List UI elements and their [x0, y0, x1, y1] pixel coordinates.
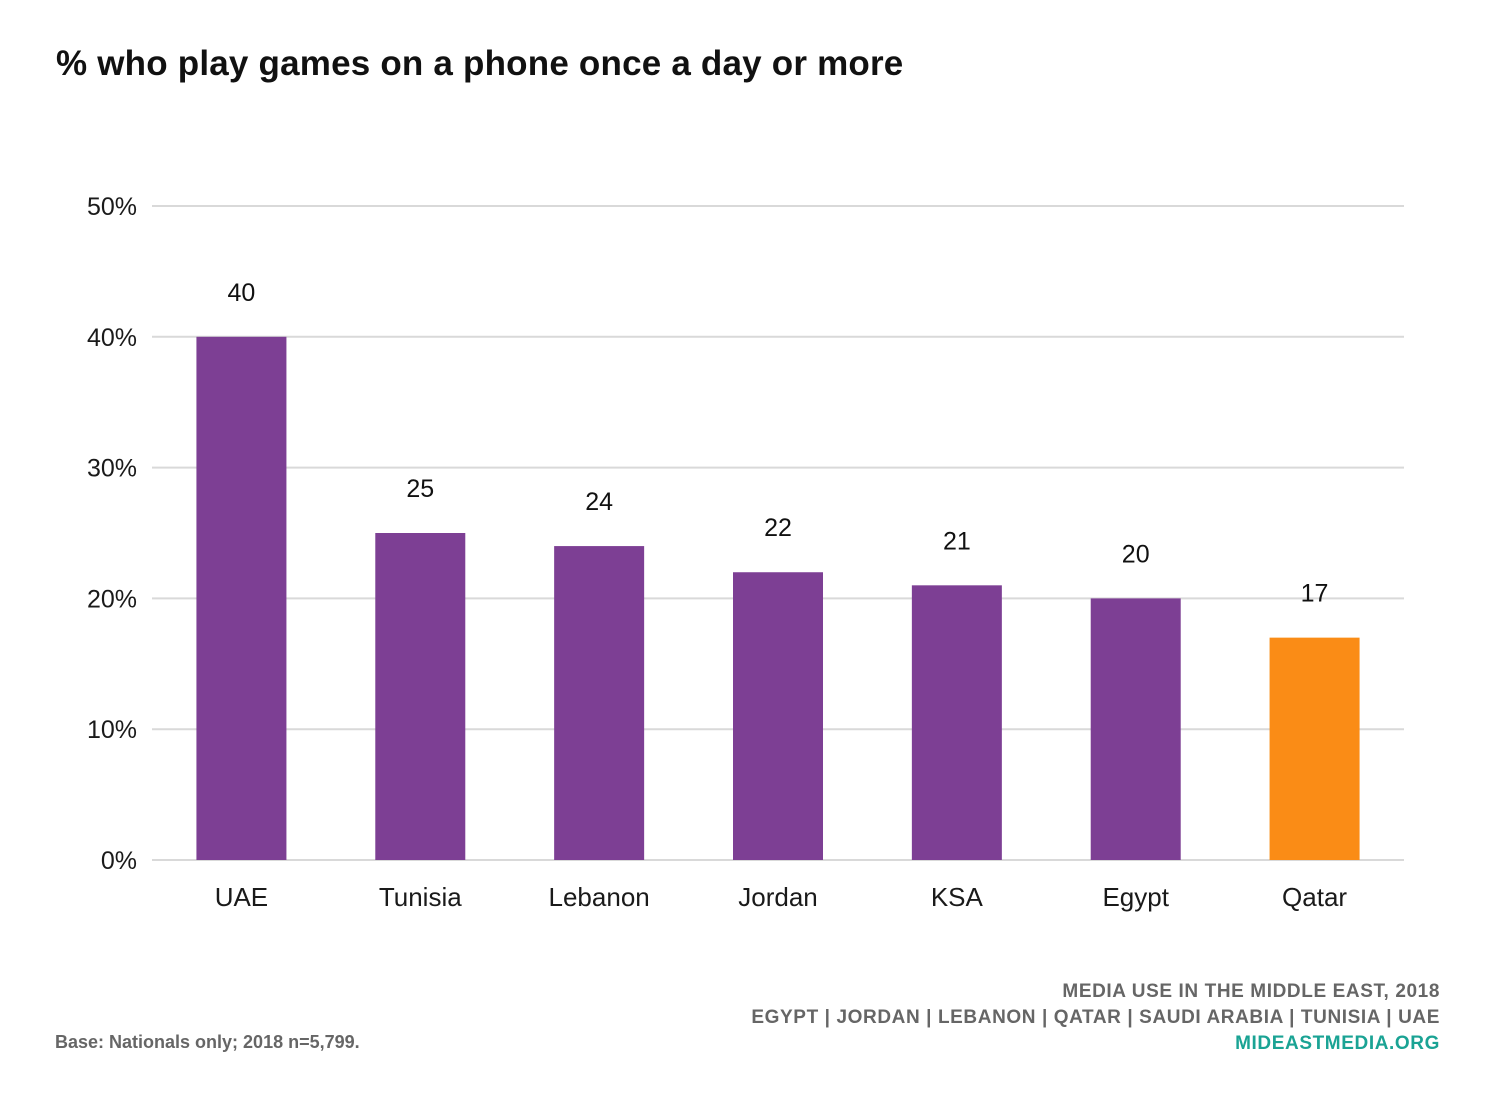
x-tick-label: Egypt — [1102, 882, 1169, 912]
footer-website-link[interactable]: MIDEASTMEDIA.ORG — [1235, 1033, 1440, 1054]
y-tick-label: 0% — [101, 847, 137, 875]
value-label: 40 — [228, 279, 256, 307]
x-axis-category-labels: UAE Tunisia Lebanon Jordan KSA Egypt Qatar — [215, 882, 1348, 912]
footer-source: MEDIA USE IN THE MIDDLE EAST, 2018 EGYPT… — [751, 979, 1440, 1057]
value-label: 25 — [406, 475, 434, 503]
footer-base-note: Base: Nationals only; 2018 n=5,799. — [55, 1032, 360, 1052]
value-label: 22 — [764, 514, 792, 542]
x-tick-label: UAE — [215, 882, 268, 912]
bars — [196, 336, 1360, 860]
bar — [733, 572, 823, 860]
bar — [196, 336, 287, 860]
value-label: 17 — [1301, 580, 1329, 608]
y-tick-label: 50% — [87, 193, 137, 221]
x-tick-label: KSA — [931, 882, 984, 912]
bar — [554, 546, 645, 860]
x-tick-label: Jordan — [738, 882, 818, 912]
footer-source-title: MEDIA USE IN THE MIDDLE EAST, 2018 — [1062, 981, 1440, 1002]
bar — [375, 533, 466, 860]
y-axis-tick-labels: 0% 10% 20% 30% 40% 50% — [87, 193, 137, 875]
value-label: 20 — [1122, 540, 1150, 568]
value-label: 21 — [943, 527, 971, 555]
x-tick-label: Qatar — [1282, 882, 1347, 912]
y-tick-label: 40% — [87, 324, 137, 352]
value-labels: 40 25 24 22 21 20 17 — [228, 279, 1329, 608]
value-label: 24 — [585, 488, 613, 516]
y-tick-label: 30% — [87, 455, 137, 483]
y-tick-label: 10% — [87, 716, 137, 744]
bar — [1269, 637, 1360, 860]
y-tick-label: 20% — [87, 585, 137, 613]
x-tick-label: Lebanon — [549, 882, 650, 912]
x-tick-label: Tunisia — [379, 882, 462, 912]
footer-source-countries: EGYPT | JORDAN | LEBANON | QATAR | SAUDI… — [751, 1007, 1440, 1028]
chart-title: % who play games on a phone once a day o… — [56, 44, 904, 83]
bar — [911, 585, 1002, 860]
bar — [1090, 598, 1181, 860]
